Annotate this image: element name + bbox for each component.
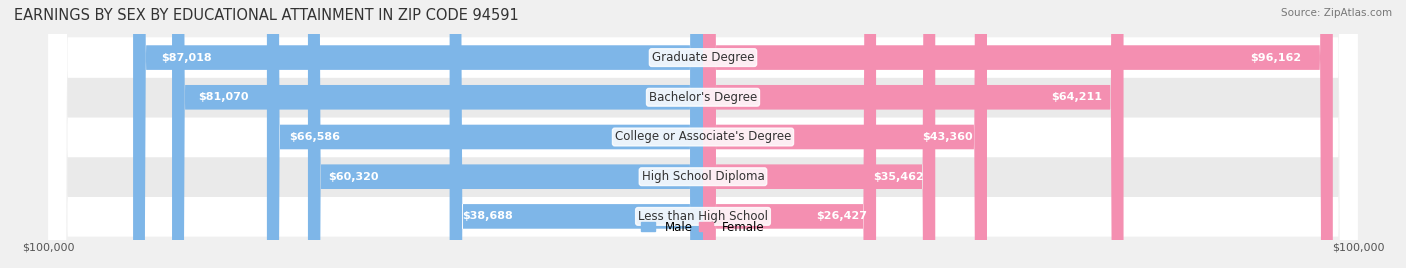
FancyBboxPatch shape (48, 0, 1358, 268)
Text: $81,070: $81,070 (198, 92, 249, 102)
FancyBboxPatch shape (48, 0, 1358, 268)
FancyBboxPatch shape (172, 0, 703, 268)
Text: $35,462: $35,462 (873, 172, 924, 182)
FancyBboxPatch shape (48, 0, 1358, 268)
Text: $43,360: $43,360 (922, 132, 973, 142)
FancyBboxPatch shape (703, 0, 1123, 268)
FancyBboxPatch shape (308, 0, 703, 268)
FancyBboxPatch shape (703, 0, 876, 268)
FancyBboxPatch shape (48, 0, 1358, 268)
Text: $87,018: $87,018 (162, 53, 212, 63)
Text: $38,688: $38,688 (463, 211, 513, 221)
FancyBboxPatch shape (703, 0, 1333, 268)
Text: Bachelor's Degree: Bachelor's Degree (650, 91, 756, 104)
Text: College or Associate's Degree: College or Associate's Degree (614, 131, 792, 143)
FancyBboxPatch shape (48, 0, 1358, 268)
Text: $26,427: $26,427 (817, 211, 868, 221)
Text: Source: ZipAtlas.com: Source: ZipAtlas.com (1281, 8, 1392, 18)
Text: $60,320: $60,320 (328, 172, 378, 182)
Text: EARNINGS BY SEX BY EDUCATIONAL ATTAINMENT IN ZIP CODE 94591: EARNINGS BY SEX BY EDUCATIONAL ATTAINMEN… (14, 8, 519, 23)
FancyBboxPatch shape (134, 0, 703, 268)
Legend: Male, Female: Male, Female (637, 216, 769, 239)
FancyBboxPatch shape (450, 0, 703, 268)
Text: $96,162: $96,162 (1250, 53, 1302, 63)
Text: Graduate Degree: Graduate Degree (652, 51, 754, 64)
FancyBboxPatch shape (703, 0, 935, 268)
FancyBboxPatch shape (703, 0, 987, 268)
Text: Less than High School: Less than High School (638, 210, 768, 223)
Text: High School Diploma: High School Diploma (641, 170, 765, 183)
Text: $66,586: $66,586 (288, 132, 340, 142)
FancyBboxPatch shape (267, 0, 703, 268)
Text: $64,211: $64,211 (1052, 92, 1102, 102)
